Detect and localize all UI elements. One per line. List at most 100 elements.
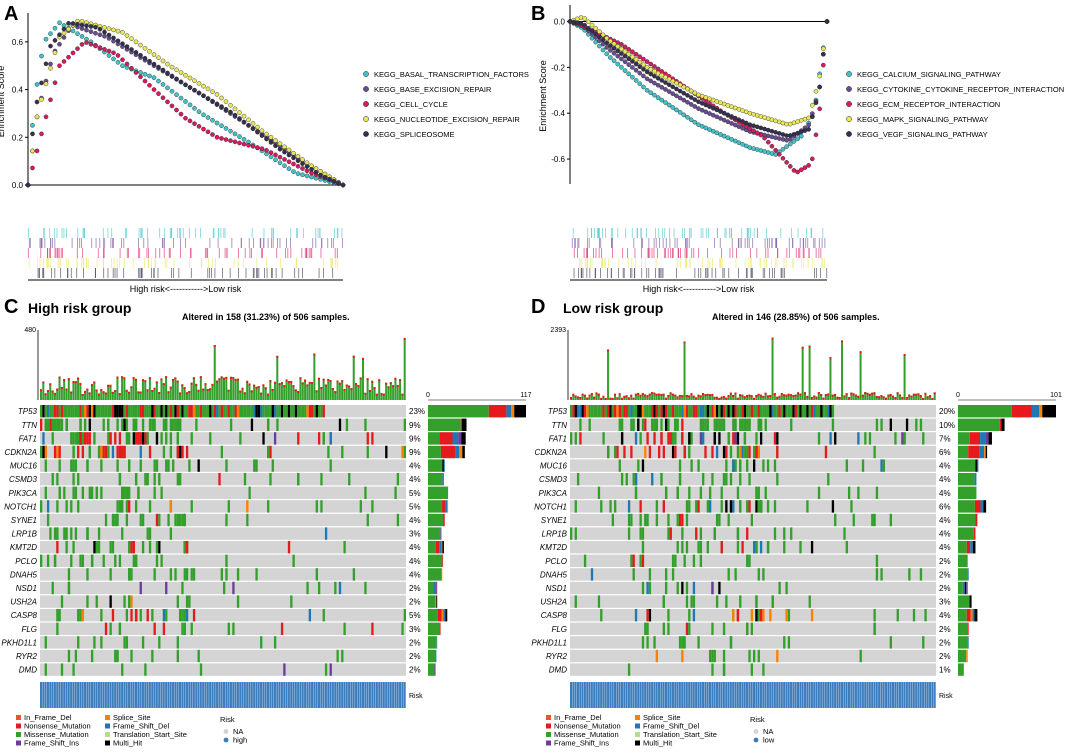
side-bar-segment	[428, 622, 440, 635]
tmb-bar-top	[134, 378, 137, 381]
es-point	[156, 55, 161, 61]
es-point	[655, 66, 661, 72]
risk-cell	[915, 682, 918, 708]
tmb-bar-top	[653, 392, 656, 395]
mutation-cell	[570, 405, 573, 418]
mutation-cell	[759, 418, 763, 431]
mutation-cell	[58, 405, 61, 418]
mutation-cell	[174, 513, 177, 527]
tmb-bar-top	[292, 385, 295, 388]
mutation-cell	[919, 568, 923, 581]
mutation-cell	[681, 432, 684, 445]
risk-cell	[63, 682, 66, 708]
mutation-cell	[49, 405, 52, 418]
risk-cell	[653, 682, 656, 708]
mutation-cell	[148, 541, 152, 554]
mutation-cell	[322, 609, 325, 622]
mutation-cell	[824, 445, 828, 459]
es-point	[615, 44, 621, 49]
tmb-bar-top	[174, 377, 177, 380]
es-point	[677, 88, 683, 94]
risk-cell	[158, 682, 161, 708]
es-point	[196, 109, 202, 115]
tmb-bar	[60, 386, 63, 400]
row-background	[570, 500, 936, 513]
mutation-cell	[97, 405, 101, 418]
mutation-cell	[74, 459, 78, 472]
mutation-cell	[100, 445, 103, 459]
gene-label: TP53	[18, 407, 38, 416]
es-point	[652, 68, 657, 74]
mutation-cell	[648, 581, 652, 595]
gene-percent: 4%	[939, 516, 951, 525]
mutation-cell	[155, 541, 159, 554]
es-point	[124, 61, 130, 67]
risk-cell	[229, 682, 232, 708]
tmb-bar-top	[273, 381, 276, 384]
risk-cell	[695, 682, 698, 708]
es-point	[582, 22, 587, 28]
risk-cell	[905, 682, 908, 708]
mutation-cell	[660, 418, 663, 431]
side-bar-segment	[439, 541, 442, 554]
mutation-cell	[771, 595, 774, 608]
es-point	[286, 166, 292, 171]
mutation-cell	[743, 445, 747, 459]
y-tick-label: 0.4	[12, 86, 24, 95]
tmb-bar-top	[771, 337, 774, 340]
mutation-cell	[697, 405, 700, 418]
mutation-cell	[188, 459, 191, 472]
mutation-cell	[297, 473, 300, 486]
mutation-cell	[329, 459, 332, 472]
tmb-bar	[378, 379, 381, 400]
risk-cell	[722, 682, 725, 708]
es-point	[255, 124, 260, 130]
mutation-cell	[172, 418, 175, 431]
mutation-cell	[79, 418, 82, 431]
tmb-bar	[192, 377, 195, 400]
mutation-cell	[84, 432, 87, 445]
tmb-bar-top	[257, 386, 260, 389]
tmb-bar-top	[831, 394, 834, 397]
mutation-cell	[141, 541, 145, 554]
mutation-cell	[107, 418, 110, 431]
tmb-bar-top	[334, 391, 337, 394]
risk-cell	[873, 682, 876, 708]
mutation-cell	[644, 405, 647, 418]
risk-cell	[597, 682, 600, 708]
risk-cell	[658, 682, 661, 708]
side-bar-segment	[443, 473, 444, 486]
mutation-cell	[743, 432, 747, 445]
mutation-cell	[685, 513, 689, 527]
mutation-cell	[141, 405, 145, 418]
mutation-cell	[785, 581, 788, 595]
gene-percent: 23%	[409, 407, 425, 416]
es-point	[43, 114, 49, 120]
mutation-cell	[155, 432, 159, 445]
risk-legend-label: low	[763, 736, 775, 745]
risk-cell	[762, 682, 765, 708]
mutation-cell	[593, 405, 596, 418]
mutation-cell	[338, 581, 342, 595]
mutation-cell	[49, 527, 52, 540]
es-point	[273, 157, 278, 163]
es-point	[237, 140, 242, 146]
mutation-cell	[660, 432, 663, 445]
mutation-cell	[95, 595, 98, 608]
tmb-bar-top	[382, 393, 385, 396]
tmb-bar-top	[329, 380, 332, 383]
tmb-bar	[269, 380, 272, 400]
es-point	[626, 47, 632, 52]
es-point	[120, 63, 125, 69]
mutation-cell	[123, 405, 126, 418]
es-point	[608, 48, 613, 53]
tmb-bar	[641, 393, 644, 400]
mutation-cell	[572, 405, 575, 418]
tmb-bar	[299, 377, 302, 400]
mutation-cell	[324, 527, 328, 540]
tmb-bar	[46, 389, 49, 400]
tmb-bar-top	[368, 389, 371, 392]
mutation-cell	[785, 609, 788, 622]
es-point	[75, 46, 80, 51]
mutation-cell	[746, 622, 749, 635]
